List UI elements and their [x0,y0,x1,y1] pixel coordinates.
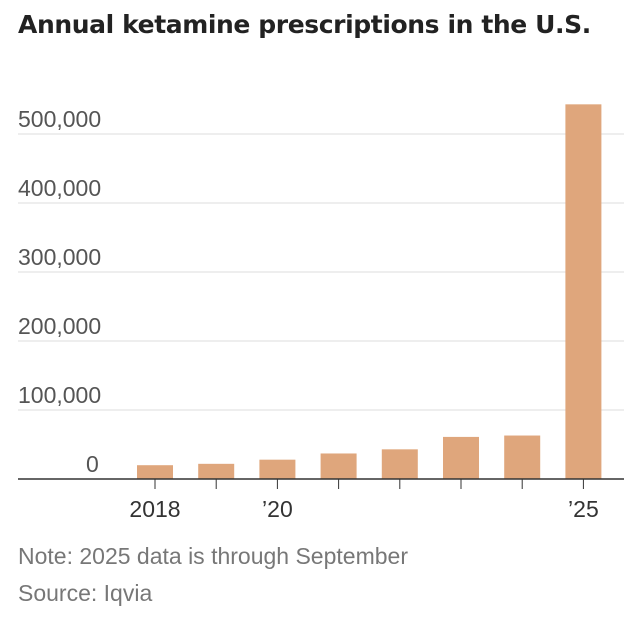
x-tick-label: ’25 [568,496,599,522]
bar [259,459,296,479]
y-tick-label: 200,000 [18,313,101,339]
x-tick-labels: 2018 ’20 ’25 [129,496,598,522]
y-tick-label: 500,000 [18,106,101,132]
bar-chart: 0 100,000 200,000 300,000 400,000 500,000 201… [18,104,624,522]
bar [198,463,235,479]
y-tick-label: 100,000 [18,382,101,408]
gridlines [18,133,624,411]
bar [320,453,357,479]
bar [504,435,541,479]
y-tick-label: 300,000 [18,244,101,270]
chart-source: Source: Iqvia [18,580,153,606]
chart-note: Note: 2025 data is through September [18,543,408,569]
bars [137,104,602,479]
bar [381,449,418,479]
x-axis [18,478,624,489]
bar [137,465,173,479]
y-tick-label: 400,000 [18,175,101,201]
bar [565,104,602,479]
bar [443,436,479,479]
chart-title: Annual ketamine prescriptions in the U.S… [18,10,591,39]
y-tick-labels: 0 100,000 200,000 300,000 400,000 500,000 [18,106,101,477]
x-tick-label: ’20 [262,496,293,522]
y-tick-label: 0 [86,451,99,477]
x-tick-label: 2018 [129,496,180,522]
